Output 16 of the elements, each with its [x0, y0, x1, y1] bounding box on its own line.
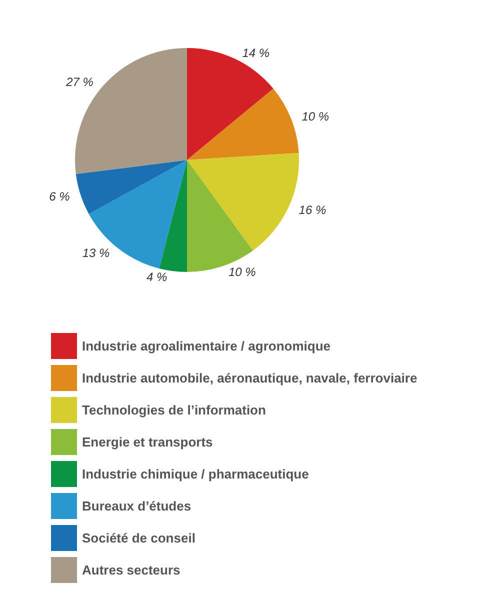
- data-label: 13 %: [82, 246, 110, 260]
- legend-label: Industrie agroalimentaire / agronomique: [82, 338, 330, 354]
- legend-label: Technologies de l’information: [82, 402, 266, 418]
- legend-label: Bureaux d’études: [82, 498, 192, 514]
- data-label: 10 %: [228, 265, 256, 280]
- legend-label: Industrie automobile, aéronautique, navale, ferroviaire: [82, 370, 418, 386]
- data-label: 10 %: [302, 110, 330, 124]
- legend-label: Société de conseil: [82, 530, 196, 546]
- data-label: 16 %: [298, 203, 326, 218]
- legend-label: Industrie chimique / pharmaceutique: [82, 466, 309, 482]
- data-label: 4 %: [146, 270, 168, 284]
- data-label: 6 %: [49, 189, 70, 204]
- legend-label: Autres secteurs: [82, 562, 180, 578]
- data-label: 27 %: [65, 74, 94, 89]
- legend-label: Energie et transports: [82, 434, 213, 450]
- data-label: 14 %: [242, 46, 270, 60]
